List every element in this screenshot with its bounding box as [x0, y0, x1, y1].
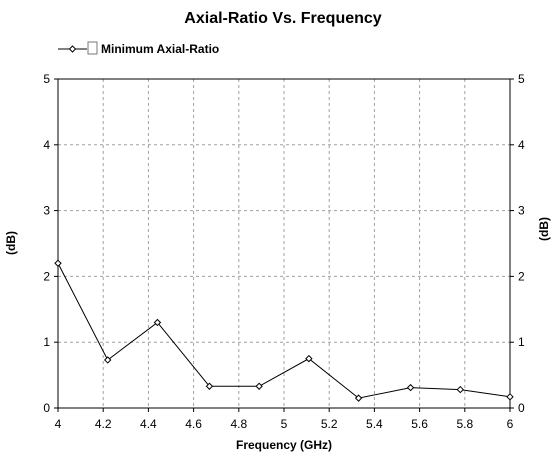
x-tick-label: 5.6 — [411, 417, 428, 431]
data-point — [104, 356, 112, 364]
x-tick-label: 6 — [507, 417, 514, 431]
chart-title: Axial-Ratio Vs. Frequency — [184, 10, 381, 27]
legend-checkbox[interactable] — [87, 41, 98, 55]
y-tick-label-left: 1 — [43, 335, 50, 349]
x-tick-label: 4.4 — [140, 417, 157, 431]
x-tick-label: 5.2 — [321, 417, 338, 431]
y-tick-label-right: 2 — [518, 269, 525, 283]
y-tick-label-left: 3 — [43, 204, 50, 218]
x-tick-label: 5 — [281, 417, 288, 431]
y-tick-label-right: 5 — [518, 72, 525, 86]
data-point — [354, 394, 363, 402]
data-point — [255, 382, 263, 390]
y-tick-label-right: 3 — [518, 204, 525, 218]
y-tick-label-left: 0 — [43, 401, 50, 415]
x-axis: 4 4.2 4.4 4.6 4.8 5 5.2 5.4 5.6 5.8 6 — [55, 408, 514, 431]
y-tick-label-left: 2 — [43, 269, 50, 283]
series-minimum-axial-ratio — [54, 259, 514, 402]
grid — [58, 79, 510, 408]
y-axis-label-left: (dB) — [4, 231, 18, 255]
legend-label: Minimum Axial-Ratio — [101, 42, 219, 56]
y-tick-label-left: 4 — [43, 138, 50, 152]
data-point — [305, 354, 313, 363]
x-tick-label: 5.8 — [456, 417, 473, 431]
data-point — [506, 393, 514, 401]
data-point — [54, 259, 62, 267]
series-line — [57, 263, 511, 399]
y-axis: 0 0 1 1 2 2 3 3 4 4 5 5 — [43, 72, 525, 415]
legend-marker-icon — [68, 45, 77, 53]
x-tick-label: 5.4 — [366, 417, 383, 431]
x-tick-label: 4 — [55, 417, 62, 431]
x-tick-label: 4.2 — [95, 417, 112, 431]
y-tick-label-left: 5 — [43, 72, 50, 86]
data-point — [406, 383, 415, 392]
legend: Minimum Axial-Ratio — [58, 41, 219, 56]
data-point — [153, 318, 162, 327]
x-axis-label: Frequency (GHz) — [236, 438, 332, 452]
y-axis-label-right: (dB) — [537, 217, 551, 241]
y-tick-label-right: 1 — [518, 335, 525, 349]
y-tick-label-right: 0 — [518, 401, 525, 415]
x-tick-label: 4.6 — [185, 417, 202, 431]
data-point — [205, 382, 214, 390]
x-tick-label: 4.8 — [230, 417, 247, 431]
data-point — [456, 385, 464, 394]
y-tick-label-right: 4 — [518, 138, 525, 152]
